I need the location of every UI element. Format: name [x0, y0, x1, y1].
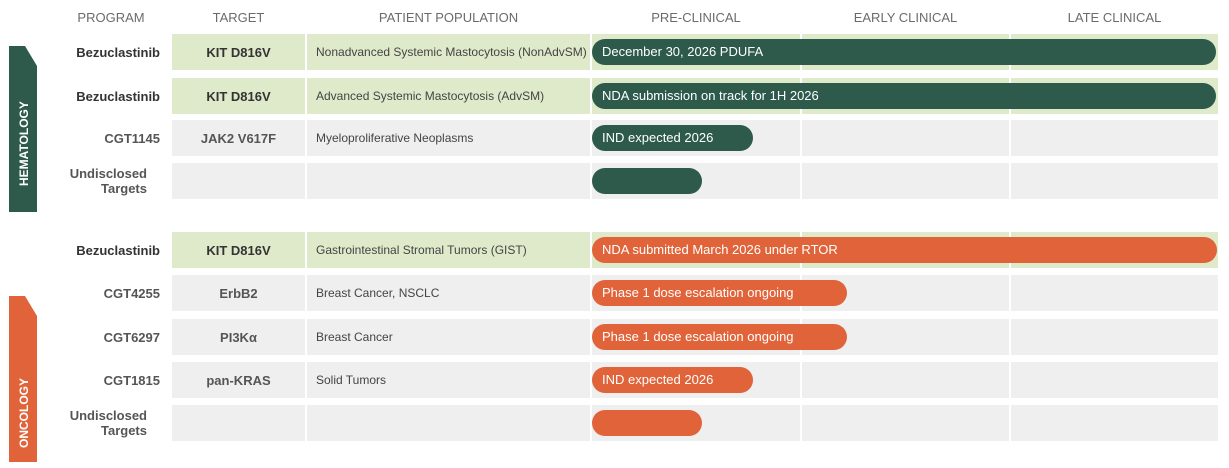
population-cell: [307, 405, 590, 441]
population-cell: Advanced Systemic Mastocytosis (AdvSM): [307, 78, 590, 114]
progress-bar: December 30, 2026 PDUFA: [592, 39, 1216, 65]
phase-cell-late: [1011, 275, 1218, 311]
target-cell: KIT D816V: [172, 232, 305, 268]
progress-bar: Phase 1 dose escalation ongoing: [592, 280, 847, 306]
program-name: CGT6297: [103, 329, 160, 345]
header-target: TARGET: [212, 10, 265, 25]
header-program: PROGRAM: [77, 10, 145, 25]
header-preclinical: PRE-CLINICAL: [651, 10, 741, 25]
phase-cell-early: [802, 405, 1009, 441]
target-cell: [172, 405, 305, 441]
program-name: Undisclosed Targets: [69, 408, 147, 438]
group-label-hematology: HEMATOLOGY: [9, 46, 37, 212]
progress-bar: IND expected 2026: [592, 125, 753, 151]
population-cell: Gastrointestinal Stromal Tumors (GIST): [307, 232, 590, 268]
progress-bar: [592, 168, 702, 194]
population-cell: Myeloproliferative Neoplasms: [307, 120, 590, 156]
target-cell: KIT D816V: [172, 34, 305, 70]
target-cell: PI3Kα: [172, 319, 305, 355]
program-name: CGT1145: [104, 130, 160, 146]
target-cell: JAK2 V617F: [172, 120, 305, 156]
phase-cell-late: [1011, 319, 1218, 355]
svg-text:HEMATOLOGY: HEMATOLOGY: [17, 101, 31, 186]
phase-cell-early: [802, 362, 1009, 398]
target-cell: ErbB2: [172, 275, 305, 311]
phase-cell-late: [1011, 120, 1218, 156]
program-name: CGT4255: [103, 285, 160, 301]
population-cell: Nonadvanced Systemic Mastocytosis (NonAd…: [307, 34, 590, 70]
header-population: PATIENT POPULATION: [378, 10, 519, 25]
phase-cell-early: [802, 120, 1009, 156]
program-name: Undisclosed Targets: [69, 166, 147, 196]
phase-cell-late: [1011, 362, 1218, 398]
population-cell: Breast Cancer: [307, 319, 590, 355]
phase-cell-late: [1011, 405, 1218, 441]
program-name: Bezuclastinib: [76, 44, 160, 60]
phase-cell-late: [1011, 163, 1218, 199]
progress-bar: [592, 410, 702, 436]
target-cell: KIT D816V: [172, 78, 305, 114]
program-name: Bezuclastinib: [76, 88, 160, 104]
progress-bar: NDA submission on track for 1H 2026: [592, 83, 1216, 109]
population-cell: [307, 163, 590, 199]
progress-bar: NDA submitted March 2026 under RTOR: [592, 237, 1217, 263]
progress-bar: IND expected 2026: [592, 367, 753, 393]
program-name: CGT1815: [103, 372, 160, 388]
phase-cell-early: [802, 163, 1009, 199]
target-cell: pan-KRAS: [172, 362, 305, 398]
header-early-clinical: EARLY CLINICAL: [853, 10, 958, 25]
program-name: Bezuclastinib: [76, 242, 160, 258]
population-cell: Breast Cancer, NSCLC: [307, 275, 590, 311]
progress-bar: Phase 1 dose escalation ongoing: [592, 324, 847, 350]
group-label-oncology: ONCOLOGY: [9, 296, 37, 462]
svg-text:ONCOLOGY: ONCOLOGY: [17, 378, 31, 448]
target-cell: [172, 163, 305, 199]
population-cell: Solid Tumors: [307, 362, 590, 398]
header-late-clinical: LATE CLINICAL: [1067, 10, 1162, 25]
